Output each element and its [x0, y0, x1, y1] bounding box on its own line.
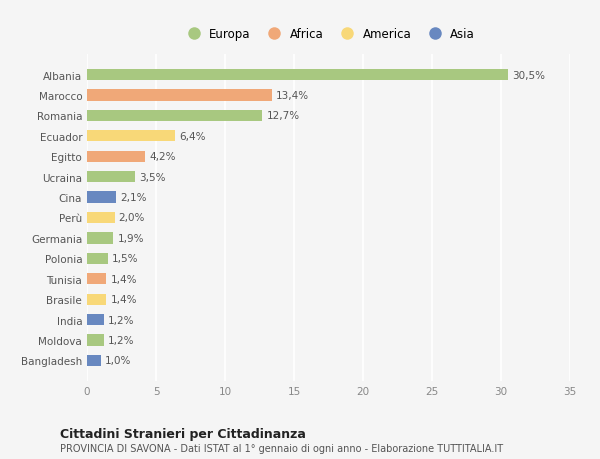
Bar	[87, 335, 104, 346]
Text: 13,4%: 13,4%	[276, 91, 309, 101]
Text: 1,4%: 1,4%	[110, 295, 137, 304]
Text: 2,0%: 2,0%	[119, 213, 145, 223]
Text: Cittadini Stranieri per Cittadinanza: Cittadini Stranieri per Cittadinanza	[60, 427, 306, 440]
Bar	[87, 253, 108, 264]
Text: 6,4%: 6,4%	[179, 132, 206, 141]
Bar	[87, 294, 106, 305]
Text: 30,5%: 30,5%	[512, 71, 545, 80]
Text: 1,0%: 1,0%	[105, 356, 131, 365]
Text: 1,4%: 1,4%	[110, 274, 137, 284]
Text: 1,2%: 1,2%	[108, 315, 134, 325]
Bar	[87, 233, 113, 244]
Bar	[87, 151, 145, 162]
Text: 3,5%: 3,5%	[139, 172, 166, 182]
Text: 4,2%: 4,2%	[149, 152, 176, 162]
Text: 12,7%: 12,7%	[266, 111, 299, 121]
Text: 1,9%: 1,9%	[118, 233, 144, 243]
Bar	[87, 213, 115, 224]
Bar	[87, 90, 272, 101]
Text: 2,1%: 2,1%	[120, 193, 146, 203]
Bar	[87, 274, 106, 285]
Bar	[87, 172, 136, 183]
Bar	[87, 131, 175, 142]
Text: 1,2%: 1,2%	[108, 335, 134, 345]
Text: 1,5%: 1,5%	[112, 254, 139, 264]
Legend: Europa, Africa, America, Asia: Europa, Africa, America, Asia	[182, 28, 475, 41]
Bar	[87, 314, 104, 325]
Bar	[87, 192, 116, 203]
Bar	[87, 111, 262, 122]
Bar	[87, 355, 101, 366]
Text: PROVINCIA DI SAVONA - Dati ISTAT al 1° gennaio di ogni anno - Elaborazione TUTTI: PROVINCIA DI SAVONA - Dati ISTAT al 1° g…	[60, 443, 503, 453]
Bar	[87, 70, 508, 81]
